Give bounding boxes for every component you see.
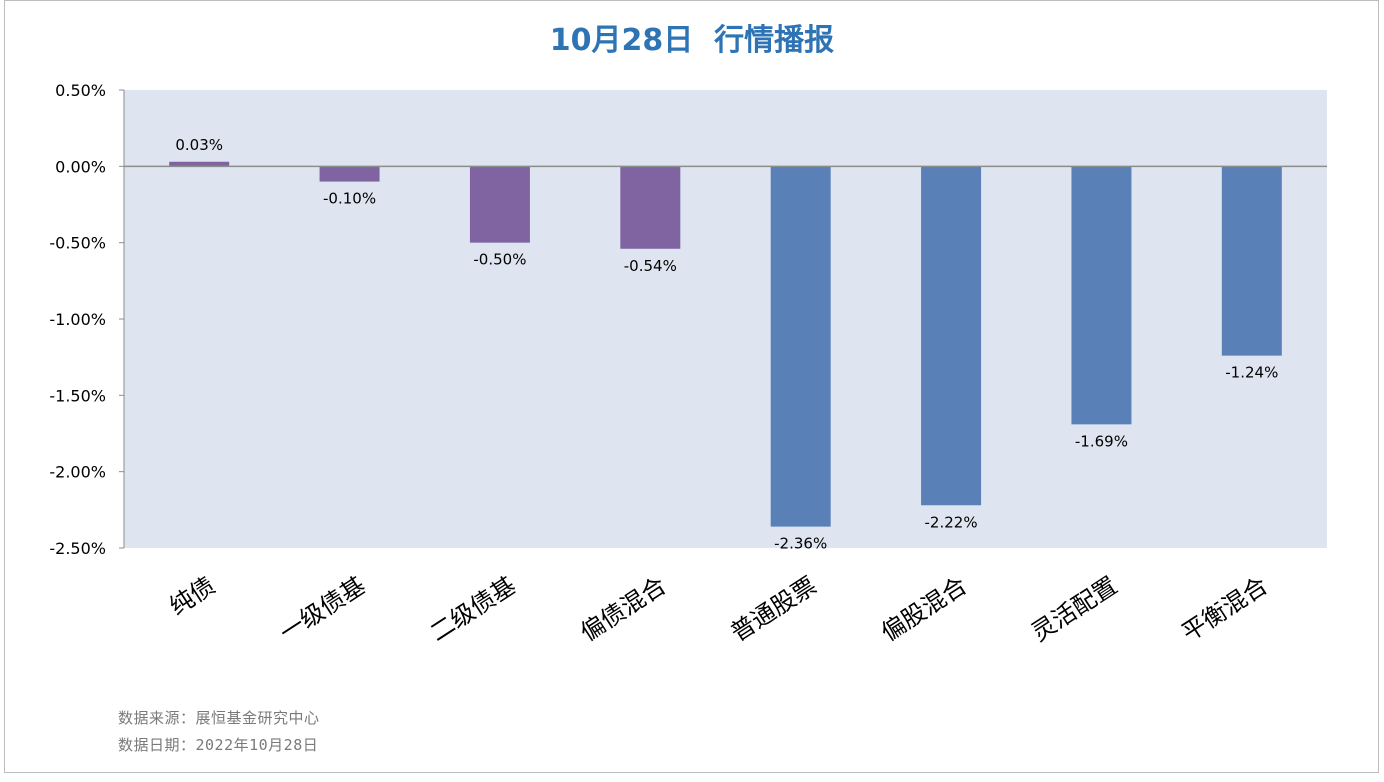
y-tick-label: 0.50% [55, 81, 106, 100]
y-tick-label: 0.00% [55, 157, 106, 176]
bar [319, 166, 380, 182]
data-label: -1.24% [1225, 364, 1278, 382]
data-labels: 0.03% -0.10% -0.50% -0.54% -2.36% -2.22% -1.69… [175, 136, 1278, 553]
data-source-note: 数据来源：展恒基金研究中心 [118, 709, 320, 727]
bars [124, 161, 1327, 527]
y-tick-label: -0.50% [49, 234, 106, 253]
data-label: -0.50% [473, 251, 526, 269]
data-label: -2.22% [925, 513, 978, 531]
data-label: 0.03% [175, 136, 223, 154]
data-label: -1.69% [1075, 432, 1128, 450]
bar [921, 166, 982, 506]
data-date-note: 数据日期：2022年10月28日 [118, 736, 319, 754]
data-label: -2.36% [774, 535, 827, 553]
y-axis: 0.50% 0.00% -0.50% -1.00% -1.50% -2.00% -2.50% [49, 81, 125, 558]
y-tick-label: -1.50% [49, 386, 106, 405]
bar [620, 166, 681, 249]
bar [1221, 166, 1282, 356]
data-label: -0.10% [323, 190, 376, 208]
y-tick-label: -1.00% [49, 310, 106, 329]
data-label: -0.54% [624, 257, 677, 275]
bar [469, 166, 530, 243]
y-tick-label: -2.50% [49, 539, 106, 558]
y-tick-label: -2.00% [49, 463, 106, 482]
chart-title: 10月28日 行情播报 [550, 23, 834, 58]
plot-area [124, 90, 1327, 548]
bar [169, 161, 230, 167]
bar [1071, 166, 1132, 425]
bar [770, 166, 831, 527]
